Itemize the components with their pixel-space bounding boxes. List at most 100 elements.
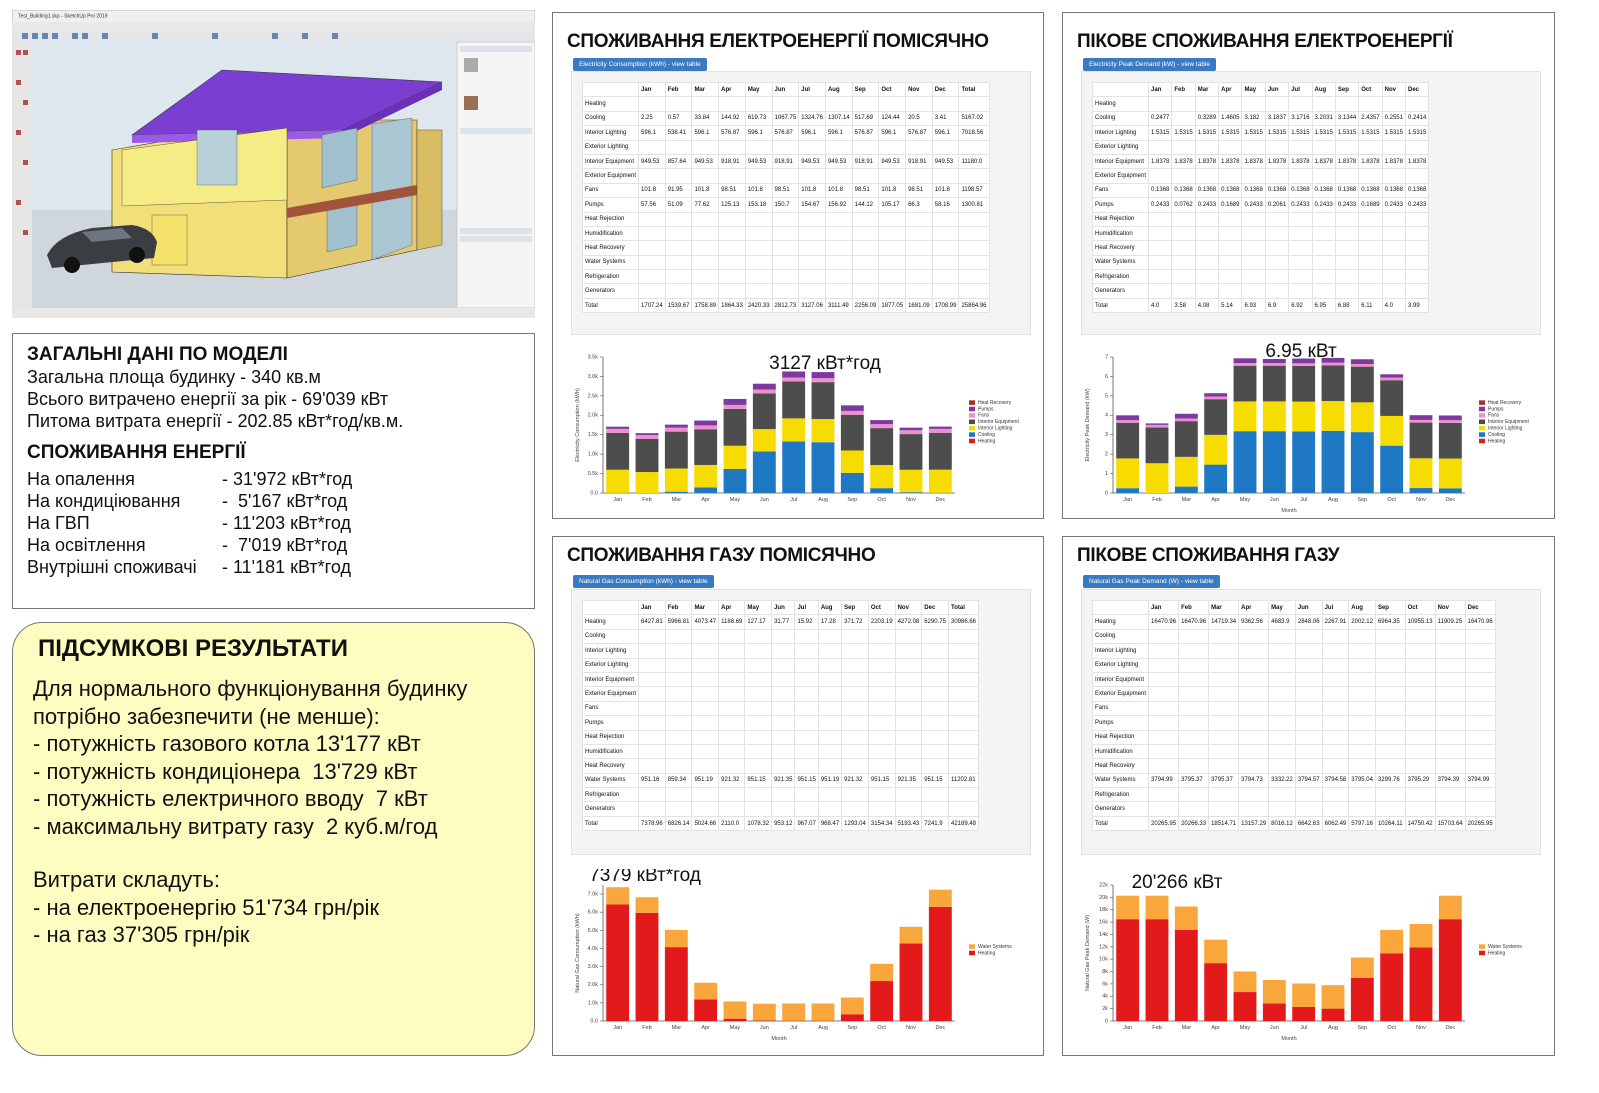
table-cell: 4.0 xyxy=(1381,297,1406,314)
empty-cell xyxy=(798,168,826,184)
table-cell: 1.5315 xyxy=(1381,125,1406,141)
bar-segment xyxy=(1321,365,1345,402)
column-header: Aug xyxy=(1348,599,1376,616)
energy-label: На ГВП xyxy=(27,513,90,533)
table-cell: 101.8 xyxy=(798,182,826,199)
empty-cell xyxy=(1218,269,1243,285)
bar-segment xyxy=(1145,427,1169,464)
empty-cell xyxy=(718,211,746,227)
table-cell: 101.8 xyxy=(931,182,960,199)
view-table-button[interactable]: Natural Gas Consumption (kWh) - view tab… xyxy=(573,575,714,588)
empty-cell xyxy=(1148,628,1180,645)
table-cell: 5024.66 xyxy=(691,815,720,832)
empty-cell xyxy=(1238,729,1270,745)
empty-cell xyxy=(824,283,853,299)
table-cell: 596.1 xyxy=(744,125,773,141)
table-row: Exterior Lighting xyxy=(1091,657,1496,673)
row-label: Cooling xyxy=(1091,110,1150,127)
column-header: Mar xyxy=(691,81,720,98)
empty-cell xyxy=(931,96,960,112)
column-header: May xyxy=(744,81,773,98)
empty-cell xyxy=(1171,168,1196,184)
empty-cell xyxy=(718,139,746,155)
empty-cell xyxy=(771,700,796,717)
table-cell: 3.182 xyxy=(1241,110,1266,127)
table-row: Heating 16470.96 16470.96 14719.34 9362.56 46… xyxy=(1091,614,1496,630)
table-cell: 1.5315 xyxy=(1358,125,1383,141)
empty-cell xyxy=(1434,686,1466,702)
empty-cell xyxy=(1404,139,1430,155)
bar-segment xyxy=(752,451,776,493)
empty-cell xyxy=(664,758,693,774)
empty-cell xyxy=(638,715,666,731)
empty-cell xyxy=(1241,96,1266,112)
table-cell: 1198.57 xyxy=(958,182,990,199)
y-tick-label: 10k xyxy=(1099,957,1108,963)
legend-label: Heat Recovery xyxy=(978,400,1012,406)
table-cell: 1877.05 xyxy=(878,297,907,314)
empty-cell xyxy=(931,269,960,285)
bar-segment xyxy=(1116,415,1140,421)
table-cell: 949.53 xyxy=(878,153,907,170)
empty-cell xyxy=(1311,139,1336,155)
table-row: Cooling xyxy=(581,628,980,645)
empty-cell xyxy=(841,801,869,817)
empty-cell xyxy=(1381,254,1406,271)
summary-title: ПІДСУМКОВІ РЕЗУЛЬТАТИ xyxy=(38,635,348,662)
empty-cell xyxy=(1404,254,1430,271)
empty-cell xyxy=(1464,787,1496,803)
bar-segment xyxy=(1262,431,1286,493)
empty-cell xyxy=(1334,269,1360,285)
empty-cell xyxy=(771,628,796,645)
bar-segment xyxy=(1409,947,1433,1021)
column-header: Jul xyxy=(794,599,819,616)
row-label: Interior Lighting xyxy=(581,643,640,659)
bar-segment xyxy=(899,943,923,1021)
table-cell: 101.8 xyxy=(878,182,907,199)
table-cell: 0.1368 xyxy=(1288,182,1313,199)
bar-segment xyxy=(1204,393,1228,397)
bar-segment xyxy=(664,947,688,1021)
empty-cell xyxy=(1268,787,1296,803)
empty-cell xyxy=(1238,715,1270,731)
view-table-button[interactable]: Natural Gas Peak Demand (W) - view table xyxy=(1083,575,1220,588)
empty-cell xyxy=(841,628,869,645)
table-row: Heat Rejection xyxy=(1091,211,1430,227)
y-tick-label: 1 xyxy=(1105,471,1108,477)
row-label: Heat Recovery xyxy=(1091,758,1150,774)
empty-cell xyxy=(718,240,746,256)
empty-cell xyxy=(1208,729,1240,745)
empty-cell xyxy=(638,743,666,760)
empty-cell xyxy=(905,240,933,256)
table-cell: 57.56 xyxy=(638,197,666,213)
table-cell: 949.53 xyxy=(824,153,853,170)
empty-cell xyxy=(841,729,869,745)
empty-cell xyxy=(867,671,896,688)
data-table: Jan Feb Mar Apr May Jun Jul Aug Sep Oct Nov Dec Heat… xyxy=(1091,599,1496,832)
summary-line: Для нормального функціонування будинку xyxy=(33,676,468,701)
empty-cell xyxy=(691,211,720,227)
empty-cell xyxy=(744,168,773,184)
bar-segment xyxy=(840,472,864,493)
table-cell: 7378.96 xyxy=(638,815,666,832)
empty-cell xyxy=(817,729,843,745)
empty-cell xyxy=(1294,758,1323,774)
row-label: Pumps xyxy=(581,715,640,731)
empty-cell xyxy=(771,139,800,155)
empty-cell xyxy=(1208,801,1240,817)
empty-cell xyxy=(894,787,923,803)
empty-cell xyxy=(867,729,896,745)
empty-cell xyxy=(638,139,666,155)
view-table-button[interactable]: Electricity Peak Demand (kW) - view tabl… xyxy=(1083,58,1217,71)
table-cell: 0.1368 xyxy=(1264,182,1290,199)
table-row: Fans 0.1368 0.1368 0.1368 0.1368 0.1368 0.1368… xyxy=(1091,182,1430,199)
empty-cell xyxy=(905,211,933,227)
view-table-button[interactable]: Electricity Consumption (kWh) - view tab… xyxy=(573,58,707,71)
empty-cell xyxy=(1381,269,1406,285)
bar-segment xyxy=(840,997,864,1015)
empty-cell xyxy=(638,96,666,112)
table-cell: 517.69 xyxy=(851,110,880,127)
empty-cell xyxy=(1381,139,1406,155)
empty-cell xyxy=(1268,643,1296,659)
